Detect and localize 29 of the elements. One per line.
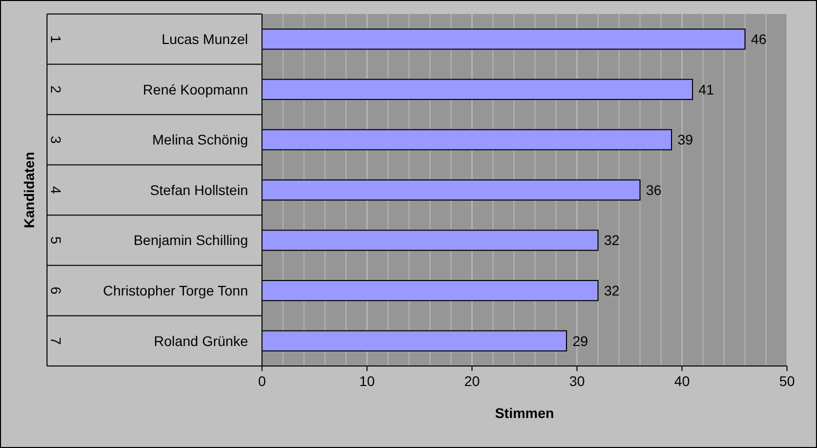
text: 2 bbox=[48, 86, 64, 94]
data-label: 39 bbox=[678, 132, 694, 148]
y-tick-label: Benjamin Schilling bbox=[134, 232, 248, 248]
y-tick-label: Christopher Torge Tonn bbox=[102, 282, 248, 298]
y-tick-label: Lucas Munzel bbox=[162, 31, 248, 48]
data-label: 29 bbox=[572, 332, 588, 349]
y-tick-label: Melina Schönig bbox=[152, 132, 248, 148]
x-tick-label: 0 bbox=[258, 373, 266, 389]
text: 4 bbox=[48, 186, 64, 194]
x-axis-title: Stimmen bbox=[494, 405, 554, 421]
x-tick-label: 10 bbox=[359, 373, 375, 389]
text: 7 bbox=[48, 336, 64, 345]
data-label: 46 bbox=[751, 31, 767, 48]
x-tick-label: 30 bbox=[569, 373, 585, 389]
y-tick-label: Roland Grünke bbox=[154, 332, 248, 349]
data-label: 41 bbox=[698, 81, 714, 98]
x-tick-label: 40 bbox=[674, 373, 690, 389]
data-label: 32 bbox=[604, 282, 620, 298]
x-tick-label: 20 bbox=[464, 373, 480, 389]
text: 6 bbox=[48, 286, 64, 295]
y-tick-label: Stefan Hollstein bbox=[150, 182, 248, 198]
data-label: 36 bbox=[646, 182, 662, 198]
text: 3 bbox=[48, 136, 64, 144]
y-axis-title: Kandidaten bbox=[21, 152, 37, 228]
text: 5 bbox=[48, 236, 64, 244]
text: 1 bbox=[48, 35, 64, 44]
y-tick-label: René Koopmann bbox=[142, 81, 248, 98]
x-tick-label: 50 bbox=[779, 373, 795, 389]
data-label: 32 bbox=[604, 232, 620, 248]
